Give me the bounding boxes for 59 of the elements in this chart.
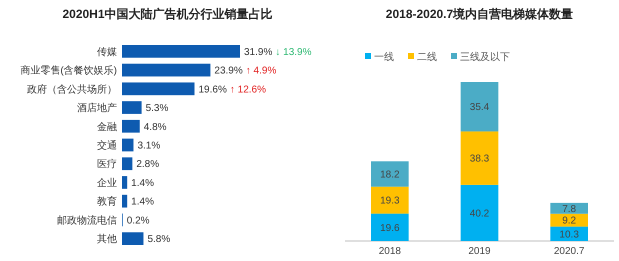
y-tick-label: 企业: [97, 176, 117, 189]
y-tick-label: 政府（含公共场所）: [27, 83, 117, 96]
y-tick-label: 交通: [97, 140, 117, 152]
bar: [371, 186, 409, 214]
data-label: 5.8%: [147, 234, 170, 246]
bar: [460, 82, 498, 132]
bar: [371, 161, 409, 187]
data-label: 9.2: [562, 216, 577, 227]
y-tick-label: 酒店地产: [77, 102, 117, 114]
chart-title: 2018-2020.7境内自营电梯媒体数量: [386, 7, 574, 21]
y-tick-label: 邮政物流电信: [57, 214, 117, 226]
bar: [122, 44, 240, 58]
x-tick-label: 2019: [468, 246, 492, 257]
bar: [122, 176, 128, 189]
data-label: 19.3: [380, 196, 400, 207]
y-tick-label: 金融: [97, 120, 117, 133]
y-tick-label: 传媒: [97, 46, 117, 58]
bar: [122, 64, 210, 76]
data-label: 1.4%: [131, 178, 154, 189]
x-tick-label: 2020.7: [554, 246, 585, 257]
bar: [122, 232, 144, 246]
data-label: 35.4: [470, 102, 490, 114]
data-label: 4.8%: [144, 122, 167, 133]
data-label: 5.3%: [146, 103, 169, 114]
data-label: 1.4%: [131, 196, 154, 208]
data-label: 40.2: [470, 208, 490, 220]
x-tick-label: 2018: [378, 246, 402, 257]
bar: [460, 184, 498, 241]
bar: [122, 138, 134, 152]
data-label: 2.8%: [136, 159, 160, 170]
data-label: 19.6%: [198, 84, 227, 96]
legend-label: 一线: [374, 51, 394, 63]
bar: [122, 82, 194, 96]
data-label: 23.9%: [214, 66, 243, 77]
text: ↑ 4.9%: [246, 66, 276, 77]
data-label: 7.8: [562, 204, 577, 215]
data-label: 19.6: [380, 222, 400, 234]
y-tick-label: 医疗: [97, 158, 117, 170]
bar: [122, 194, 128, 208]
data-label: 38.3: [470, 154, 490, 165]
bar: [371, 214, 409, 241]
bar: [122, 120, 140, 133]
annotation: ↑ 12.6%: [230, 84, 266, 96]
bar: [550, 202, 588, 214]
bar: [460, 131, 498, 185]
legend-label: 三线及以下: [460, 51, 510, 63]
y-tick-label: 其他: [97, 233, 117, 246]
bar: [122, 101, 142, 114]
data-label: 3.1%: [137, 140, 160, 152]
data-label: 18.2: [380, 169, 400, 180]
legend-label: 二线: [417, 51, 437, 63]
text: ↓ 13.9%: [275, 46, 312, 58]
data-label: 31.9%: [244, 46, 272, 58]
y-tick-label: 教育: [97, 196, 117, 208]
bar: [122, 157, 132, 170]
y-tick-label: 商业零售(含餐饮娱乐): [20, 64, 117, 77]
data-label: 10.3: [559, 229, 580, 240]
data-label: 0.2%: [126, 215, 150, 226]
chart-title: 2020H1中国大陆广告机分行业销量占比: [62, 7, 273, 21]
